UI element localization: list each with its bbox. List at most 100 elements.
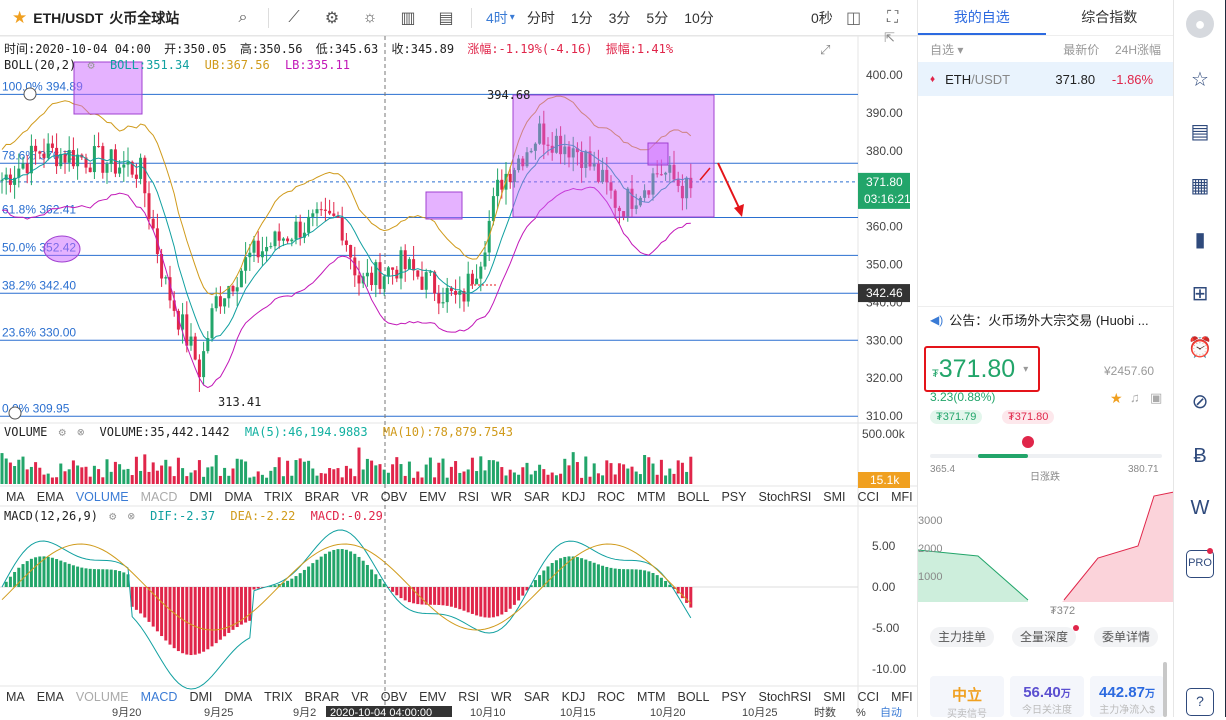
indicator-tab-boll[interactable]: BOLL [678, 690, 710, 704]
indicator-tab-psy[interactable]: PSY [721, 490, 746, 504]
indicator-tab-smi[interactable]: SMI [823, 490, 845, 504]
macd-histogram-bar [236, 587, 239, 627]
alert-bell-icon[interactable]: ♫ [1130, 390, 1140, 405]
indicator-tab-cci[interactable]: CCI [858, 490, 880, 504]
favorite-star-icon[interactable]: ★ [1110, 390, 1123, 407]
indicator-tab-roc[interactable]: ROC [597, 690, 625, 704]
macd-histogram-bar [513, 587, 516, 605]
indicator-tab-ema[interactable]: EMA [37, 690, 64, 704]
indicator-tab-obv[interactable]: OBV [381, 490, 407, 504]
volume-bar [194, 470, 197, 484]
indicator-tab-mfi[interactable]: MFI [891, 690, 913, 704]
watchlist-col-price[interactable]: 最新价 [1040, 41, 1100, 58]
indicator-tab-psy[interactable]: PSY [721, 690, 746, 704]
wallet-icon[interactable]: W [1186, 494, 1214, 522]
bid-price[interactable]: ₮371.79 [930, 410, 982, 424]
main-orders-button[interactable]: 主力挂单 [930, 627, 994, 647]
indicator-tab-ma[interactable]: MA [6, 690, 25, 704]
indicator-tab-sar[interactable]: SAR [524, 690, 550, 704]
indicator-tab-mtm[interactable]: MTM [637, 690, 665, 704]
indicator-tab-macd[interactable]: MACD [141, 490, 178, 504]
indicator-tab-sar[interactable]: SAR [524, 490, 550, 504]
tab-watchlist[interactable]: 我的自选 [918, 0, 1046, 35]
boll-settings-icon[interactable]: ⚙ [87, 58, 94, 72]
indicator-tab-volume[interactable]: VOLUME [76, 690, 129, 704]
watchlist-row[interactable]: ♦ ETH/USDT 371.80 -1.86% [918, 62, 1173, 96]
add-page-icon[interactable]: ⊞ [1186, 280, 1214, 308]
indicator-tab-vr[interactable]: VR [351, 490, 368, 504]
indicator-tab-ema[interactable]: EMA [37, 490, 64, 504]
panel-scrollbar[interactable] [1163, 662, 1167, 717]
indicator-tab-brar[interactable]: BRAR [305, 490, 340, 504]
alarm-clock-icon[interactable]: ⏰ [1186, 334, 1214, 362]
news-icon[interactable]: ▤ [1186, 118, 1214, 146]
volume-bar [290, 476, 293, 484]
indicator-tab-trix[interactable]: TRIX [264, 490, 292, 504]
help-icon[interactable]: ? [1186, 688, 1214, 716]
price-dropdown-icon[interactable]: ▾ [1023, 364, 1028, 375]
info-icon[interactable]: ▣ [1150, 390, 1162, 406]
tab-indices[interactable]: 综合指数 [1046, 0, 1174, 35]
volume-name[interactable]: VOLUME [4, 425, 47, 439]
order-detail-button[interactable]: 委单详情 [1094, 627, 1158, 647]
indicator-tab-obv[interactable]: OBV [381, 690, 407, 704]
indicator-tab-stochrsi[interactable]: StochRSI [758, 490, 811, 504]
indicator-tab-kdj[interactable]: KDJ [562, 690, 586, 704]
indicator-tab-dma[interactable]: DMA [224, 690, 252, 704]
attention-card[interactable]: 56.40万 今日关注度 [1010, 676, 1084, 717]
exchange-icon[interactable]: Ƀ [1186, 442, 1214, 470]
indicator-tab-dma[interactable]: DMA [224, 490, 252, 504]
macd-histogram-bar [463, 587, 466, 611]
indicator-tab-emv[interactable]: EMV [419, 490, 446, 504]
full-depth-button[interactable]: 全量深度 [1012, 627, 1076, 647]
boll-name[interactable]: BOLL(20,2) [4, 58, 76, 72]
draw-pen-icon[interactable]: ⊘ [1186, 388, 1214, 416]
indicator-tab-macd[interactable]: MACD [141, 690, 178, 704]
volume-settings-icon[interactable]: ⚙ [59, 425, 66, 439]
inflow-card[interactable]: 442.87万 主力净流入$ [1090, 676, 1164, 717]
macd-name[interactable]: MACD(12,26,9) [4, 509, 98, 523]
indicator-tab-roc[interactable]: ROC [597, 490, 625, 504]
indicator-tab-rsi[interactable]: RSI [458, 690, 479, 704]
pro-icon[interactable]: PRO [1186, 550, 1214, 578]
ask-price[interactable]: ₮371.80 [1002, 410, 1054, 424]
statistics-icon[interactable]: ▮ [1186, 226, 1214, 254]
chart-pane[interactable]: ★ ETH/USDT 火币全球站 ⌕ ⟋ ⚙ ☼ ▥ ▤ 4时 ▾ 分时 1分 … [0, 0, 917, 717]
indicator-tab-dmi[interactable]: DMI [189, 490, 212, 504]
volume-bar [656, 475, 659, 484]
watchlist-icon[interactable]: ☆ [1186, 66, 1214, 94]
indicator-tab-boll[interactable]: BOLL [678, 490, 710, 504]
indicator-tab-mtm[interactable]: MTM [637, 490, 665, 504]
macd-histogram-bar [500, 587, 503, 615]
watchlist-col-change[interactable]: 24H涨幅 [1099, 41, 1161, 58]
indicator-tab-rsi[interactable]: RSI [458, 490, 479, 504]
macd-settings-icon[interactable]: ⚙ [109, 509, 116, 523]
indicator-tab-brar[interactable]: BRAR [305, 690, 340, 704]
indicator-tab-wr[interactable]: WR [491, 490, 512, 504]
indicator-tab-dmi[interactable]: DMI [189, 690, 212, 704]
indicator-tab-ma[interactable]: MA [6, 490, 25, 504]
report-icon[interactable]: ▦ [1186, 172, 1214, 200]
depth-chart[interactable]: 3000 2000 1000 ₮372 [918, 488, 1174, 618]
macd-histogram-bar [173, 587, 176, 648]
indicator-tab-stochrsi[interactable]: StochRSI [758, 690, 811, 704]
macd-value: MACD:-0.29 [311, 509, 383, 523]
indicator-tab-emv[interactable]: EMV [419, 690, 446, 704]
indicator-tab-smi[interactable]: SMI [823, 690, 845, 704]
watchlist-col-name[interactable]: 自选 ▾ [930, 41, 1040, 58]
indicator-tab-trix[interactable]: TRIX [264, 690, 292, 704]
macd-histogram-bar [492, 587, 495, 617]
macd-close-icon[interactable]: ⊗ [128, 509, 135, 523]
indicator-tab-vr[interactable]: VR [351, 690, 368, 704]
last-price-box[interactable]: ₮ 371.80 ▾ [924, 346, 1040, 392]
signal-card[interactable]: 中立 买卖信号 [930, 676, 1004, 717]
indicator-tab-cci[interactable]: CCI [858, 690, 880, 704]
volume-close-icon[interactable]: ⊗ [77, 425, 84, 439]
indicator-tab-volume[interactable]: VOLUME [76, 490, 129, 504]
announcement-bar[interactable]: ◀) 公告：火币场外大宗交易 (Huobi ... [918, 306, 1174, 332]
indicator-tab-wr[interactable]: WR [491, 690, 512, 704]
candlestick-chart[interactable]: 400.00390.00380.00370.00360.00350.00340.… [0, 0, 917, 717]
indicator-tab-kdj[interactable]: KDJ [562, 490, 586, 504]
avatar-icon[interactable]: ● [1186, 10, 1214, 38]
indicator-tab-mfi[interactable]: MFI [891, 490, 913, 504]
